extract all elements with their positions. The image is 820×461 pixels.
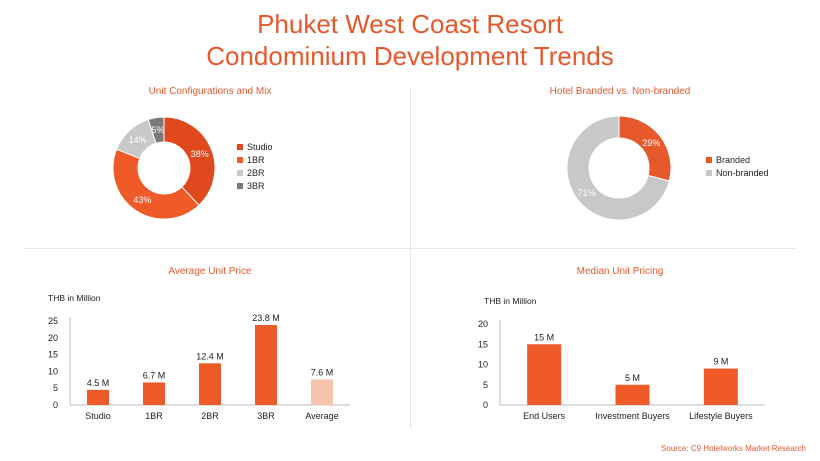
median-price-category-label: Investment Buyers — [595, 411, 670, 421]
median-price-bar-lifestyle-buyers — [703, 368, 738, 405]
branded-slice-non-branded — [566, 115, 670, 221]
avg-price-category-label: 1BR — [145, 411, 163, 421]
unit-mix-slice-label: 38% — [191, 149, 209, 159]
median-price-bar-end-users — [527, 344, 562, 405]
unit-mix-slice-3br — [147, 116, 165, 144]
unit-mix-legend-label: 2BR — [247, 168, 265, 178]
branded-legend-swatch — [706, 170, 712, 176]
branded-legend-label: Branded — [716, 155, 750, 165]
median-price-ytick-label: 0 — [483, 400, 488, 410]
median-price-category-label: End Users — [523, 411, 566, 421]
avg-price-ytick-label: 10 — [48, 366, 58, 376]
avg-price-ytick-label: 0 — [53, 400, 58, 410]
avg-price-bar-average — [311, 379, 333, 405]
avg-price-ytick-label: 15 — [48, 350, 58, 360]
avg-price-data-label: 4.5 M — [87, 378, 110, 388]
median-price-ytick-label: 5 — [483, 380, 488, 390]
branded-slice-label: 71% — [578, 188, 596, 198]
avg-price-data-label: 6.7 M — [143, 370, 166, 380]
median-price-ylabel: THB in Million — [484, 296, 537, 306]
branded-title: Hotel Branded vs. Non-branded — [549, 86, 691, 97]
unit-mix-legend-swatch — [237, 157, 243, 163]
avg-price-category-label: Studio — [85, 411, 111, 421]
avg-price-data-label: 12.4 M — [196, 351, 224, 361]
median-price-data-label: 15 M — [534, 332, 554, 342]
avg-price-bar-studio — [87, 389, 109, 405]
unit-mix-legend-swatch — [237, 144, 243, 150]
avg-price-bar-3br — [255, 325, 277, 405]
median-price-category-label: Lifestyle Buyers — [689, 411, 753, 421]
avg-price-title: Average Unit Price — [168, 266, 252, 277]
median-price-ytick-label: 20 — [478, 319, 488, 329]
unit-mix-slice-label: 5% — [151, 125, 164, 135]
branded-slice-branded — [618, 115, 672, 182]
source-note: Source: C9 Hotelworks Market Research — [661, 444, 806, 453]
median-price-ytick-label: 10 — [478, 360, 488, 370]
median-price-data-label: 9 M — [713, 357, 728, 367]
avg-price-data-label: 23.8 M — [252, 313, 280, 323]
branded-legend-label: Non-branded — [716, 168, 769, 178]
median-price-title: Median Unit Pricing — [576, 266, 664, 277]
avg-price-ylabel: THB in Million — [48, 293, 101, 303]
median-price-data-label: 5 M — [625, 373, 640, 383]
unit-mix-slice-label: 14% — [129, 135, 147, 145]
unit-mix-title: Unit Configurations and Mix — [148, 86, 272, 97]
avg-price-category-label: 3BR — [257, 411, 275, 421]
avg-price-bar-1br — [143, 382, 165, 405]
unit-mix-legend-label: 1BR — [247, 155, 265, 165]
median-price-bar-investment-buyers — [615, 384, 650, 405]
unit-mix-legend-label: Studio — [247, 142, 273, 152]
avg-price-ytick-label: 20 — [48, 333, 58, 343]
branded-slice-label: 29% — [642, 138, 660, 148]
median-price-ytick-label: 15 — [478, 339, 488, 349]
branded-legend-swatch — [706, 157, 712, 163]
avg-price-data-label: 7.6 M — [311, 367, 334, 377]
avg-price-ytick-label: 25 — [48, 316, 58, 326]
unit-mix-slice-label: 43% — [133, 195, 151, 205]
avg-price-category-label: 2BR — [201, 411, 219, 421]
avg-price-category-label: Average — [305, 411, 338, 421]
unit-mix-legend-label: 3BR — [247, 181, 265, 191]
unit-mix-legend-swatch — [237, 183, 243, 189]
horizontal-divider — [24, 248, 796, 249]
page-subtitle: Condominium Development Trends — [206, 41, 614, 71]
avg-price-bar-2br — [199, 363, 221, 405]
unit-mix-slice-1br — [112, 148, 200, 220]
unit-mix-legend-swatch — [237, 170, 243, 176]
vertical-divider — [410, 88, 411, 428]
page-title: Phuket West Coast Resort — [257, 9, 563, 39]
unit-mix-slice-studio — [163, 116, 216, 206]
avg-price-ytick-label: 5 — [53, 383, 58, 393]
